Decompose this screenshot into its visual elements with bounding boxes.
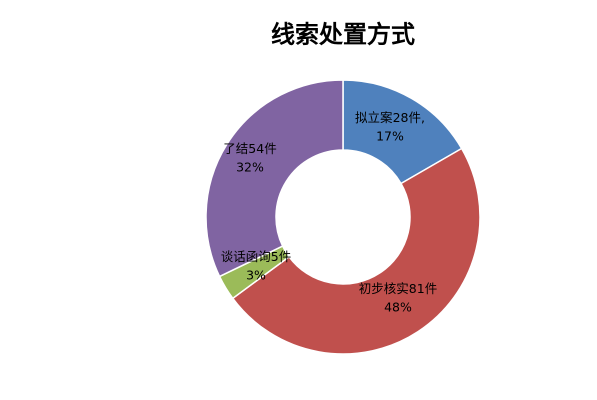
category-label: 拟立案 <box>355 110 393 125</box>
category-label: 初步核实 <box>359 281 409 296</box>
percentage-label: 32% <box>236 160 264 175</box>
value-label: 54件 <box>248 141 276 156</box>
percentage-label: 48% <box>384 300 412 315</box>
category-label: 了结 <box>223 141 248 156</box>
percentage-label: 3% <box>246 268 266 283</box>
donut-slice <box>205 79 344 278</box>
value-label: 28件, <box>393 110 425 125</box>
data-label: 谈话函询5件 <box>221 249 291 264</box>
data-label: 初步核实81件 <box>359 281 437 296</box>
data-label: 了结54件 <box>223 141 276 156</box>
value-label: 81件 <box>409 281 437 296</box>
chart-title: 线索处置方式 <box>271 20 415 49</box>
percentage-label: 17% <box>376 129 404 144</box>
value-label: 5件 <box>271 249 291 264</box>
category-label: 谈话函询 <box>221 249 271 264</box>
donut-slice <box>231 147 481 355</box>
data-label: 拟立案28件, <box>355 110 425 125</box>
